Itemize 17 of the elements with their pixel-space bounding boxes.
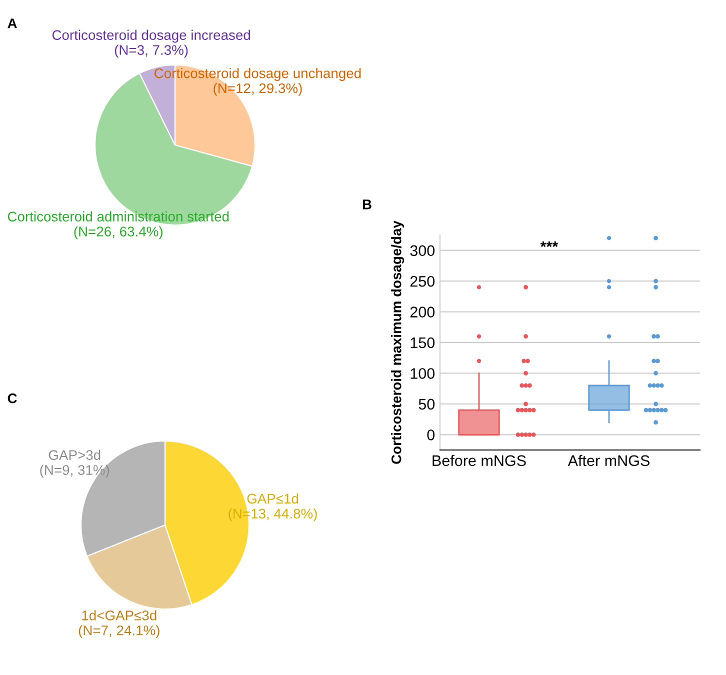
slice-label: 1d<GAP≤3d (N=7, 24.1%) — [78, 610, 160, 638]
y-tick-label: 150 — [410, 337, 435, 348]
chart-title: A — [8, 18, 17, 28]
slice-label: Corticosteroid dosage increased (N=3, 7.3%) — [52, 30, 250, 58]
x-tick-label: After mNGS — [568, 454, 650, 466]
y-tick-label: 100 — [410, 368, 435, 379]
y-tick-label: 0 — [427, 430, 435, 440]
y-tick-label: 200 — [410, 306, 435, 318]
y-tick-label: 300 — [410, 245, 435, 256]
chart-title: C — [8, 393, 17, 404]
y-tick-label: 50 — [418, 398, 435, 410]
slice-label: Corticosteroid dosage unchanged (N=12, 29.3%) — [154, 68, 361, 96]
annotation: *** — [540, 241, 558, 248]
y-axis-title: Corticosteroid maximum dosage/day — [391, 220, 404, 464]
x-tick-label: Before mNGS — [432, 454, 526, 466]
y-tick-label: 250 — [410, 276, 435, 287]
chart-title: B — [362, 200, 372, 210]
